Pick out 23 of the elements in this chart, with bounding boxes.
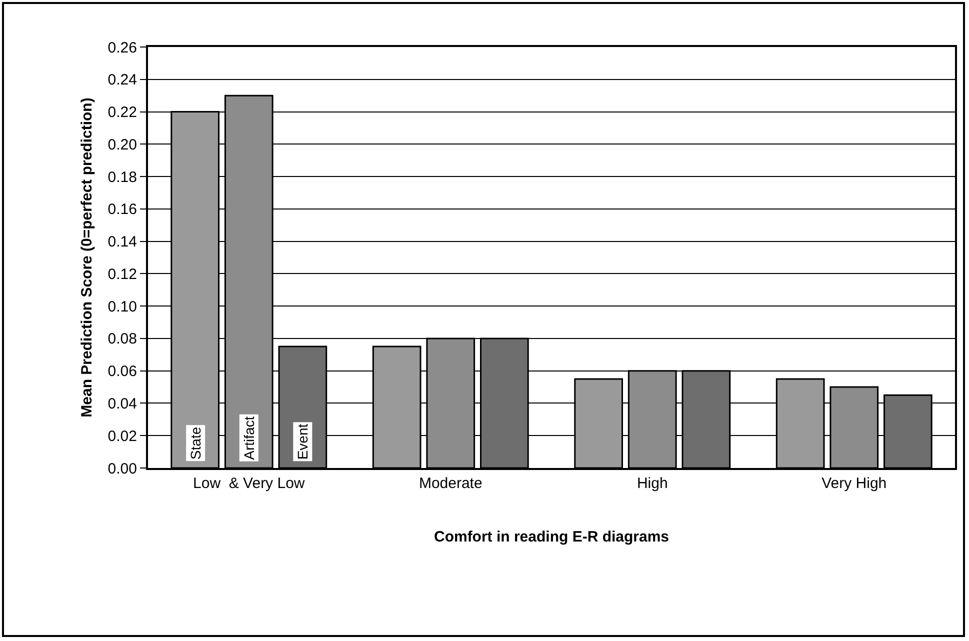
- y-tick-label: 0.22: [108, 104, 137, 122]
- x-tick-label: Moderate: [418, 475, 482, 492]
- series-label: Event: [294, 424, 311, 460]
- y-tick-label: 0.26: [108, 39, 137, 56]
- y-tick-label: 0.10: [108, 298, 137, 316]
- y-tick-label: 0.20: [108, 136, 137, 154]
- x-tick-label: High: [636, 475, 668, 492]
- y-tick-label: 0.08: [108, 330, 137, 348]
- x-axis-title: Comfort in reading E-R diagrams: [434, 528, 670, 546]
- y-tick-label: 0.16: [108, 201, 137, 218]
- y-axis-title: Mean Prediction Score (0=perfect prediction): [78, 98, 96, 418]
- y-tick-label: 0.04: [108, 395, 137, 412]
- y-tick-label: 0.18: [108, 168, 137, 186]
- y-tick-label: 0.24: [108, 72, 137, 89]
- series-label: State: [188, 426, 204, 460]
- x-tick-label: Very High: [822, 475, 887, 492]
- y-tick-label: 0.06: [108, 363, 137, 380]
- series-label: Artifact: [240, 416, 257, 460]
- y-tick-label: 0.14: [108, 234, 137, 251]
- y-tick-label: 0.02: [108, 428, 137, 445]
- x-tick-label: Low & Very Low: [193, 475, 305, 492]
- y-tick-label: 0.12: [108, 266, 137, 283]
- y-tick-label: 0.00: [108, 460, 137, 478]
